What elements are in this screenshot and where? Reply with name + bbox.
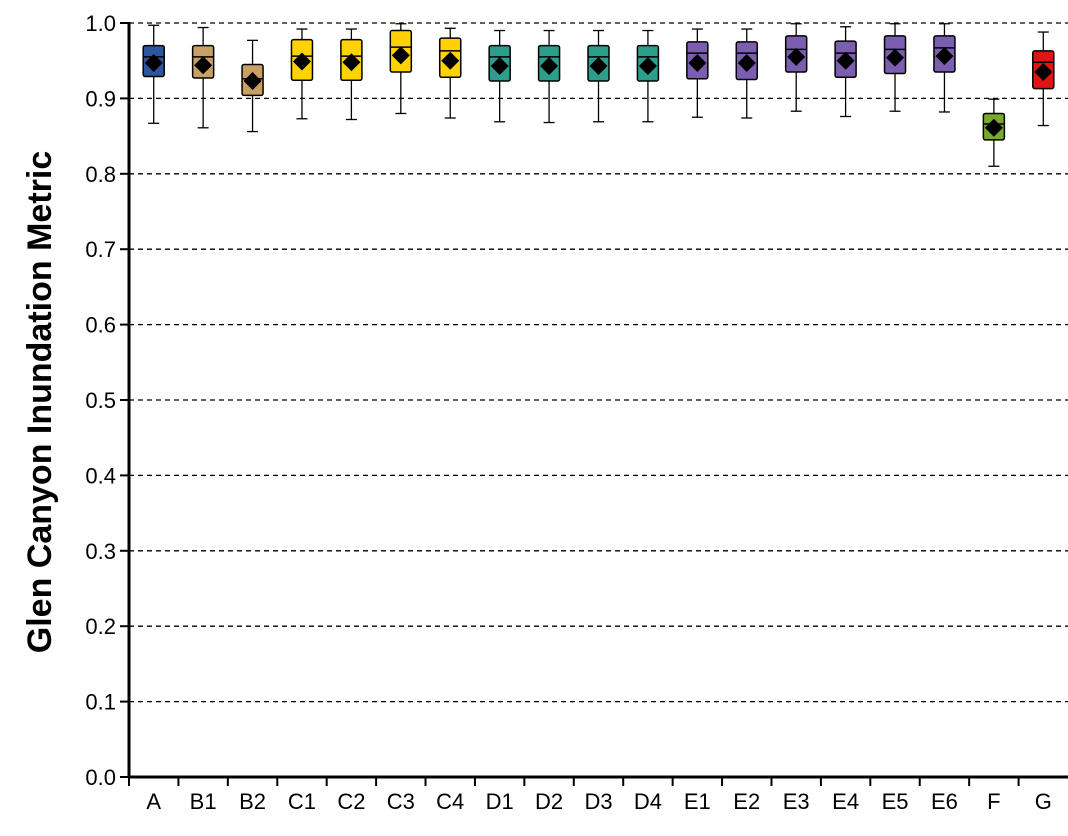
boxes bbox=[142, 23, 1055, 167]
box-B2 bbox=[241, 39, 264, 133]
y-axis-title: Glen Canyon Inundation Metric bbox=[21, 151, 59, 653]
mean-marker bbox=[589, 56, 608, 75]
x-tick-label: C4 bbox=[436, 789, 464, 814]
x-tick-label: E6 bbox=[931, 789, 958, 814]
box-C3 bbox=[389, 23, 413, 115]
x-tick-label: E5 bbox=[882, 789, 909, 814]
x-tick-label: D3 bbox=[584, 789, 612, 814]
axes bbox=[120, 22, 1068, 786]
y-tick-label: 0.7 bbox=[85, 237, 116, 262]
mean-marker bbox=[638, 56, 657, 75]
mean-marker bbox=[540, 56, 559, 75]
y-tick-label: 0.9 bbox=[85, 86, 116, 111]
box-C2 bbox=[340, 28, 363, 121]
mean-marker bbox=[737, 53, 756, 72]
mean-marker bbox=[342, 53, 361, 72]
x-tick-label: E3 bbox=[783, 789, 810, 814]
x-tick-label: A bbox=[146, 789, 161, 814]
y-tick-label: 0.5 bbox=[85, 388, 116, 413]
x-tick-label: E4 bbox=[832, 789, 859, 814]
mean-marker bbox=[836, 51, 855, 70]
y-tick-label: 0.2 bbox=[85, 614, 116, 639]
box-B1 bbox=[191, 26, 215, 129]
x-tick-label: D2 bbox=[535, 789, 563, 814]
mean-marker bbox=[490, 56, 509, 75]
mean-marker bbox=[935, 47, 954, 66]
box-F bbox=[982, 98, 1006, 167]
box-C4 bbox=[438, 27, 462, 119]
x-tick-label: C2 bbox=[337, 789, 365, 814]
mean-marker bbox=[688, 53, 707, 72]
mean-marker bbox=[144, 53, 163, 72]
box-D2 bbox=[537, 29, 561, 124]
x-tick-label: D4 bbox=[634, 789, 662, 814]
y-tick-label: 0.3 bbox=[85, 539, 116, 564]
gridlines bbox=[129, 22, 1068, 703]
x-tick-label: C1 bbox=[288, 789, 316, 814]
mean-marker bbox=[886, 48, 905, 67]
box-E6 bbox=[933, 23, 956, 113]
tick-labels: 0.0 0.1 0.2 0.3 0.4 0.5 0.6 0.7 0.8 0.9 1.0 A B1 B2 C1… bbox=[85, 11, 1051, 814]
box-A bbox=[142, 24, 165, 124]
x-tick-label: B1 bbox=[190, 789, 217, 814]
x-tick-label: E2 bbox=[733, 789, 760, 814]
y-tick-label: 0.6 bbox=[85, 313, 116, 338]
box-E1 bbox=[686, 28, 709, 118]
box-D4 bbox=[636, 29, 660, 123]
x-tick-label: F bbox=[987, 789, 1000, 814]
x-tick-label: B2 bbox=[239, 789, 266, 814]
box-E3 bbox=[784, 23, 808, 112]
box-D3 bbox=[587, 29, 610, 123]
mean-marker bbox=[391, 46, 410, 65]
x-tick-label: G bbox=[1035, 789, 1052, 814]
mean-marker bbox=[441, 51, 460, 70]
box-E5 bbox=[883, 23, 907, 112]
x-tick-label: C3 bbox=[387, 789, 415, 814]
mean-marker bbox=[1034, 63, 1053, 82]
mean-marker bbox=[194, 56, 213, 75]
box-G bbox=[1032, 31, 1055, 127]
box-E2 bbox=[735, 28, 759, 119]
box-D1 bbox=[488, 29, 511, 123]
box-C1 bbox=[290, 28, 314, 120]
mean-marker bbox=[787, 47, 806, 66]
y-tick-label: 0.1 bbox=[85, 690, 116, 715]
y-tick-label: 0.8 bbox=[85, 162, 116, 187]
y-tick-label: 0.0 bbox=[85, 765, 116, 790]
mean-marker bbox=[292, 52, 311, 71]
y-tick-label: 1.0 bbox=[85, 11, 116, 36]
y-tick-label: 0.4 bbox=[85, 463, 116, 488]
mean-marker bbox=[243, 72, 262, 91]
x-tick-label: E1 bbox=[684, 789, 711, 814]
x-tick-label: D1 bbox=[486, 789, 514, 814]
mean-marker bbox=[984, 118, 1003, 137]
box-E4 bbox=[834, 26, 857, 118]
